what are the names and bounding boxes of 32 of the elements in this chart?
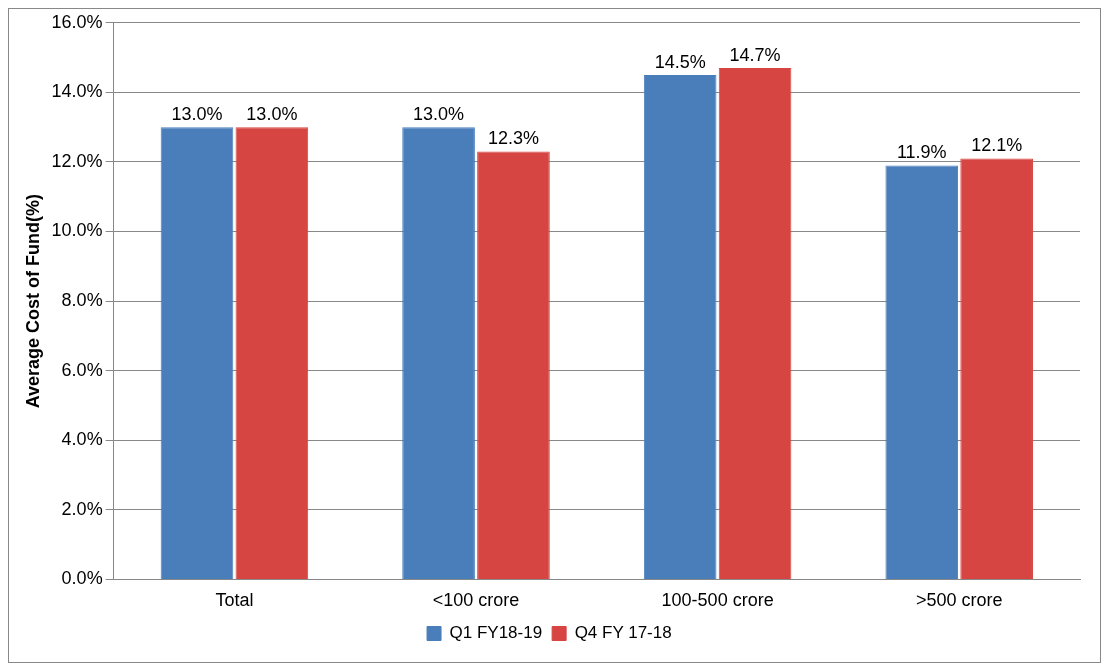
- bar: [718, 68, 792, 579]
- data-label: 14.7%: [729, 44, 781, 65]
- data-label: 13.0%: [246, 104, 298, 125]
- y-tick-label: 14.0%: [51, 81, 103, 102]
- bar: [235, 127, 309, 579]
- y-axis-title: Average Cost of Fund(%): [22, 193, 43, 409]
- data-label: 12.1%: [971, 135, 1023, 156]
- x-tick-label: Total: [215, 590, 254, 611]
- y-tick-label: 2.0%: [61, 498, 103, 519]
- y-tick-label: 12.0%: [51, 150, 103, 171]
- y-tick-label: 4.0%: [61, 429, 103, 450]
- legend-label: Q1 FY18-19: [449, 623, 543, 643]
- x-tick-label: 100-500 crore: [661, 590, 774, 611]
- bar: [160, 127, 234, 579]
- legend-label: Q4 FY 17-18: [574, 623, 672, 643]
- bar: [643, 74, 717, 579]
- bar: [477, 151, 550, 579]
- y-tick-label: 0.0%: [61, 568, 103, 589]
- x-tick-label: <100 crore: [432, 590, 520, 611]
- y-tick-label: 16.0%: [51, 11, 103, 32]
- y-tick-label: 8.0%: [61, 290, 103, 311]
- data-label: 11.9%: [896, 142, 947, 163]
- data-label: 14.5%: [654, 51, 706, 72]
- bar: [960, 158, 1033, 579]
- bar: [885, 165, 959, 579]
- data-label: 13.0%: [171, 104, 223, 125]
- bar: [402, 127, 475, 579]
- data-label: 12.3%: [487, 128, 539, 149]
- x-tick-label: >500 crore: [915, 590, 1003, 611]
- data-label: 13.0%: [413, 104, 465, 125]
- y-tick-label: 6.0%: [61, 359, 103, 380]
- y-tick-label: 10.0%: [51, 220, 103, 241]
